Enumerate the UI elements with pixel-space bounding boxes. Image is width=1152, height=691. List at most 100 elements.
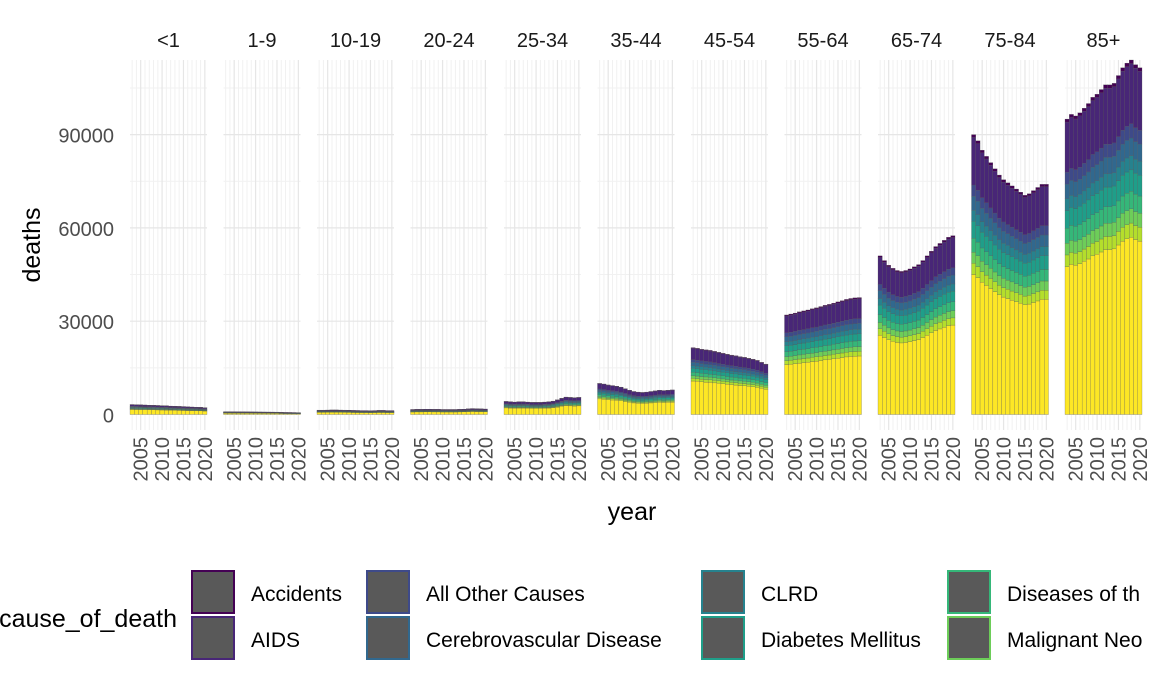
bar-segment [635, 398, 641, 401]
bar-segment [907, 322, 913, 331]
bar-segment [699, 381, 704, 415]
bar-segment [695, 372, 700, 377]
x-tick-label: 2015 [267, 437, 289, 482]
bar-segment [172, 410, 178, 415]
bar-segment [857, 297, 862, 299]
stacked-bar [759, 362, 764, 415]
bar-segment [601, 392, 607, 394]
bar-segment [1129, 155, 1134, 171]
stacked-bar [1018, 192, 1023, 415]
bar-segment [979, 261, 985, 272]
bar-segment [729, 354, 734, 356]
bar-segment [712, 368, 717, 372]
bar-segment [822, 306, 828, 326]
bar-segment [937, 315, 943, 323]
stacked-bar [971, 134, 976, 415]
bar-segment [912, 268, 917, 294]
stacked-bar [835, 301, 841, 415]
stacked-bar [172, 406, 178, 415]
bar-segment [912, 293, 917, 300]
bar-segment [1039, 290, 1045, 300]
bar-segment [924, 298, 930, 306]
bar-segment [614, 392, 620, 394]
bar-segment [661, 390, 667, 395]
bar-segment [882, 261, 887, 289]
bar-segment [890, 269, 896, 295]
bar-segment [975, 241, 981, 256]
bar-segment [725, 367, 730, 371]
bar-segment [1133, 193, 1138, 212]
bar-segment [597, 397, 602, 400]
bar-segment [890, 313, 896, 323]
stacked-bar [316, 409, 322, 415]
bar-segment [784, 351, 789, 357]
bar-segment [1009, 300, 1015, 415]
bar-segment [763, 385, 769, 388]
bar-segment [810, 327, 815, 333]
bar-segment [831, 327, 836, 334]
bar-segment [1022, 263, 1028, 277]
bar-segment [997, 294, 1002, 415]
bar-segment [1069, 240, 1074, 253]
x-tick-label: 2005 [972, 437, 994, 482]
bar-segment [355, 412, 360, 415]
bar-segment [988, 164, 994, 209]
x-tick-label: 2020 [288, 437, 310, 482]
bar-segment [1044, 234, 1049, 247]
bar-segment [707, 379, 713, 383]
stacked-bar [979, 150, 985, 415]
stacked-bar [907, 268, 913, 415]
stacked-bar [483, 408, 488, 415]
bar-segment [453, 411, 458, 415]
bar-segment [903, 270, 909, 273]
bar-segment [907, 335, 913, 342]
bar-segment [882, 337, 887, 415]
bar-segment [716, 383, 722, 415]
bar-segment [1129, 137, 1134, 156]
stacked-bar [933, 246, 939, 415]
bar-segment [181, 410, 186, 415]
bar-segment [857, 340, 862, 347]
x-tick-label: 2010 [246, 437, 268, 482]
stacked-bar [1064, 118, 1070, 415]
bar-segment [946, 302, 951, 312]
bar-segment [984, 158, 989, 203]
bar-segment [742, 385, 747, 415]
bar-segment [852, 298, 858, 319]
bar-segment [703, 369, 709, 374]
bar-segment [329, 412, 335, 415]
bar-segment [759, 371, 764, 374]
x-tick-label: 2005 [131, 437, 153, 482]
bar-segment [979, 197, 985, 209]
bar-segment [890, 322, 896, 330]
bar-segment [950, 237, 956, 268]
bar-segment [640, 396, 645, 398]
stacked-bar [661, 390, 667, 415]
bar-segment [784, 341, 789, 346]
bar-segment [1124, 140, 1130, 159]
bar-segment [742, 367, 747, 370]
bar-segment [822, 329, 828, 335]
stacked-bar [640, 392, 645, 415]
bar-segment [1022, 287, 1028, 297]
stacked-bar [576, 397, 582, 415]
bar-segment [1116, 200, 1121, 219]
bar-segment [894, 302, 900, 310]
bar-segment [385, 412, 390, 415]
bar-segment [661, 401, 667, 403]
stacked-bar [690, 347, 696, 415]
bar-segment [716, 380, 722, 384]
bar-segment [605, 397, 611, 399]
bar-segment [899, 342, 904, 415]
stacked-bar [223, 411, 228, 415]
bar-segment [792, 331, 798, 336]
bar-segment [1090, 243, 1096, 257]
bar-segment [857, 333, 862, 341]
bar-segment [852, 340, 858, 347]
bar-segment [788, 360, 794, 365]
bar-segment [882, 288, 887, 295]
bar-segment [1120, 195, 1126, 214]
bar-segment [971, 137, 976, 186]
stacked-bar [618, 386, 624, 415]
bar-segment [1077, 251, 1083, 264]
